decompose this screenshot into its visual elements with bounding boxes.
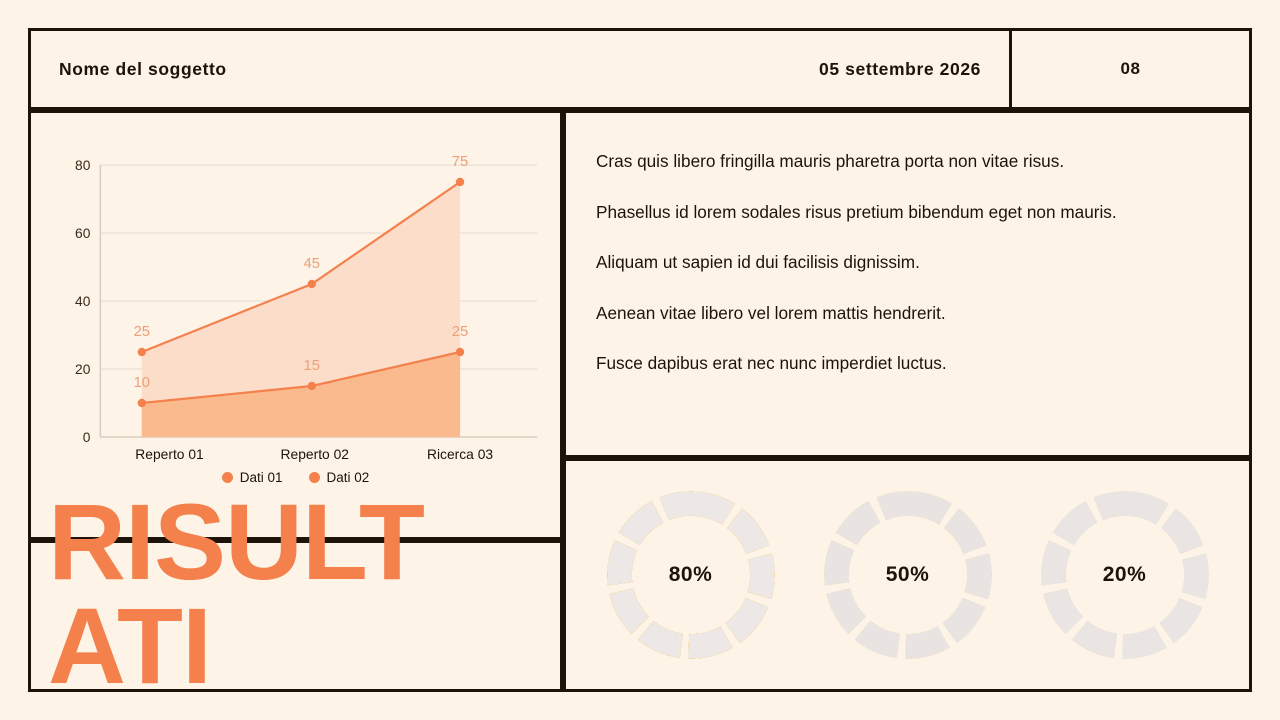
svg-text:0: 0 <box>83 429 91 445</box>
svg-text:60: 60 <box>75 225 91 241</box>
svg-text:Ricerca 03: Ricerca 03 <box>427 446 493 462</box>
text-line: Aenean vitae libero vel lorem mattis hen… <box>596 302 946 323</box>
donut-chart-80: 80% <box>597 481 785 669</box>
legend-label: Dati 01 <box>239 470 283 485</box>
chart-series-1-labels: 10 15 25 <box>134 324 469 391</box>
svg-text:45: 45 <box>304 256 320 272</box>
donut-row: 80% 50% <box>566 461 1249 689</box>
text-line: Cras quis libero fringilla mauris pharet… <box>596 151 1065 171</box>
header-date: 05 settembre 2026 <box>819 58 981 79</box>
legend-item-dati-01[interactable]: Dati 01 <box>221 470 283 485</box>
legend-swatch-icon <box>308 472 320 483</box>
report-page: Nome del soggetto 05 settembre 2026 08 <box>28 28 1252 692</box>
donut-20-svg <box>1040 491 1209 659</box>
text-card: Cras quis libero fringilla mauris pharet… <box>563 110 1252 458</box>
chart-series-1-points <box>137 347 465 408</box>
donut-value-label: 80% <box>668 563 713 586</box>
chart-legend: Dati 01 Dati 02 <box>31 470 560 485</box>
legend-item-dati-02[interactable]: Dati 02 <box>308 470 370 485</box>
svg-text:80: 80 <box>75 157 91 173</box>
chart-x-tick-labels: Reperto 01 Reperto 02 Ricerca 03 <box>135 446 493 462</box>
donut-card: 80% 50% <box>563 458 1252 692</box>
svg-text:Reperto 02: Reperto 02 <box>281 446 350 462</box>
donut-value-label: 20% <box>1102 563 1147 586</box>
donut-chart-50: 50% <box>814 481 1002 669</box>
page-number: 08 <box>1120 59 1141 78</box>
svg-text:20: 20 <box>75 361 91 377</box>
chart-series-2-points <box>137 177 465 357</box>
chart-card: 80 60 40 20 0 <box>28 110 563 540</box>
svg-text:15: 15 <box>304 358 320 374</box>
legend-label: Dati 02 <box>326 470 370 485</box>
svg-text:25: 25 <box>134 324 150 340</box>
text-line: Phasellus id lorem sodales risus pretium… <box>596 201 1117 222</box>
text-panel: Cras quis libero fringilla mauris pharet… <box>566 113 1249 455</box>
subject-name: Nome del soggetto <box>59 58 227 79</box>
svg-text:40: 40 <box>75 293 91 309</box>
legend-swatch-icon <box>221 472 233 483</box>
line-chart-svg: 80 60 40 20 0 <box>75 154 538 462</box>
svg-text:10: 10 <box>134 375 150 391</box>
line-chart: 80 60 40 20 0 <box>31 113 560 537</box>
donut-80-svg <box>606 491 775 659</box>
text-line: Aliquam ut sapien id dui facilisis digni… <box>596 252 920 272</box>
donut-value-label: 50% <box>885 563 930 586</box>
svg-text:25: 25 <box>452 324 468 340</box>
donut-chart-20: 20% <box>1031 481 1219 669</box>
chart-series-2-labels: 25 45 75 <box>134 154 469 340</box>
header-main: Nome del soggetto 05 settembre 2026 <box>31 31 1012 107</box>
headline-card <box>28 540 563 692</box>
svg-text:Reperto 01: Reperto 01 <box>135 446 204 462</box>
chart-y-tick-labels: 80 60 40 20 0 <box>75 157 91 445</box>
chart-area-lower-fill <box>141 352 461 437</box>
donut-50-svg <box>823 491 992 659</box>
svg-text:75: 75 <box>452 154 468 170</box>
page-header: Nome del soggetto 05 settembre 2026 08 <box>28 28 1252 110</box>
text-line: Fusce dapibus erat nec nunc imperdiet lu… <box>596 353 947 373</box>
